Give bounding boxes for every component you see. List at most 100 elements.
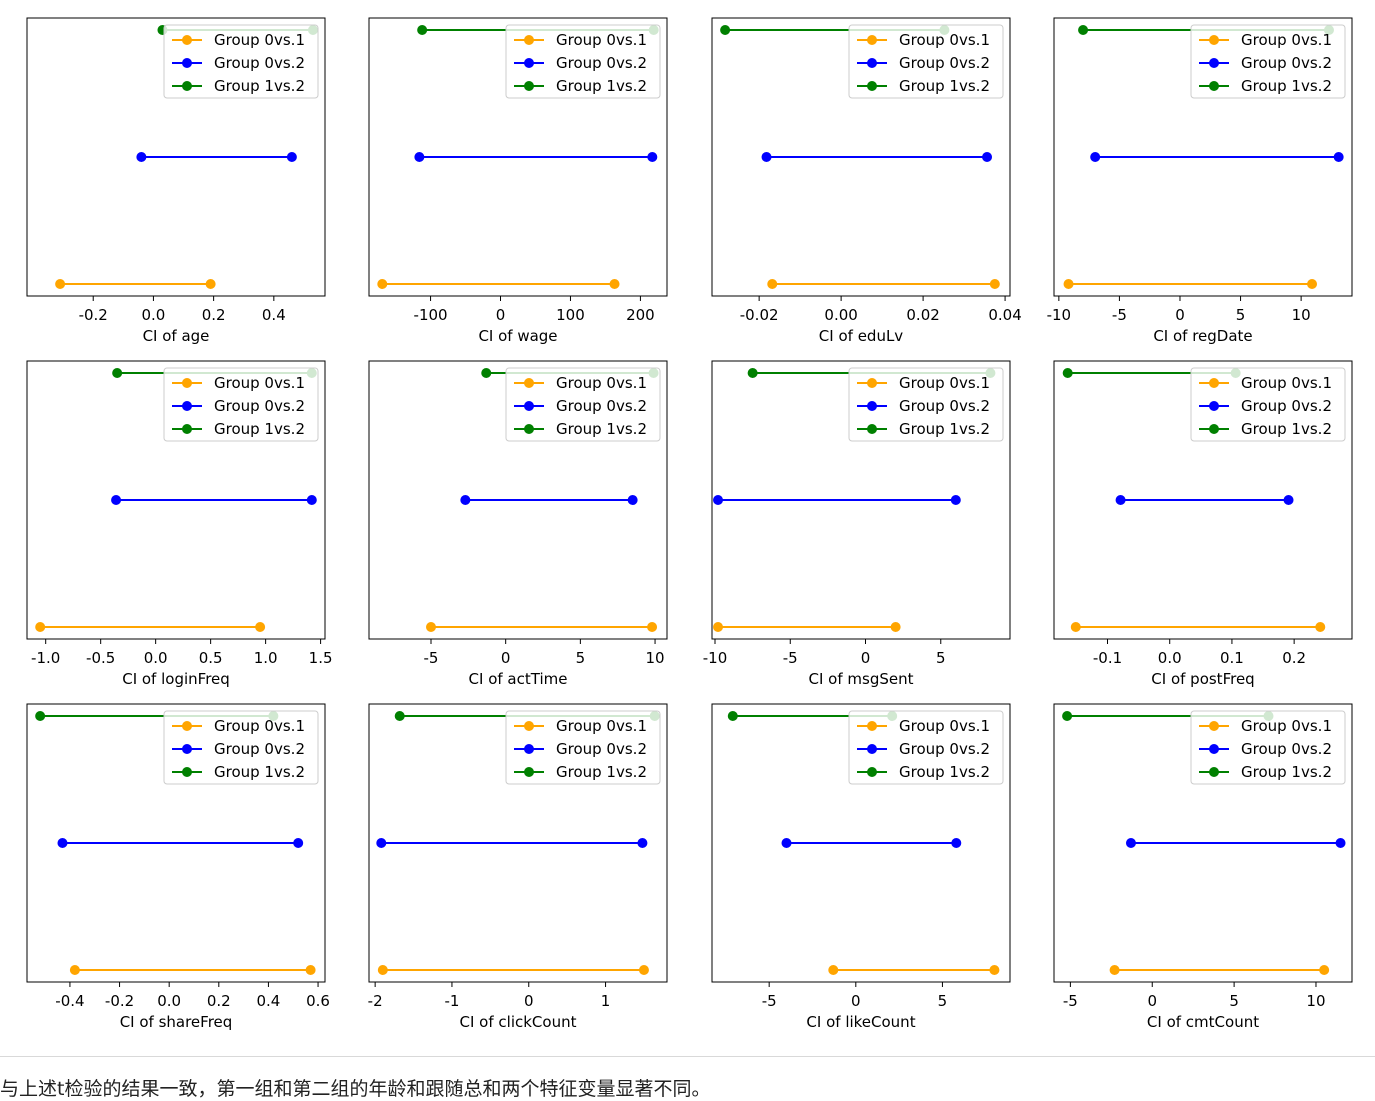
x-tick-label: -0.1	[1093, 649, 1122, 667]
x-tick-label: 10	[1306, 992, 1325, 1010]
legend-entry-group-0vs-1-marker	[524, 721, 534, 731]
x-axis-label: CI of loginFreq	[122, 670, 230, 688]
series-group-1vs-2-lower-point	[112, 368, 123, 378]
legend-box	[163, 24, 319, 99]
subplot-ci-of-loginfreq: -1.0 -0.5 0.0 0.5 1.0 1.5 CI of loginFreq Group…	[26, 360, 333, 688]
legend-entry-group-1vs-2-label: Group 1vs.2	[899, 763, 990, 781]
legend: Group 0vs.1 Group 0vs.2 Group 1vs.2	[1190, 24, 1346, 99]
legend-box	[848, 710, 1004, 785]
legend-entry-group-0vs-1-marker	[867, 378, 877, 388]
legend: Group 0vs.1 Group 0vs.2 Group 1vs.2	[848, 24, 1004, 99]
legend-entry-group-0vs-2-label: Group 0vs.2	[1241, 397, 1332, 415]
legend-box	[163, 367, 319, 442]
series-group-0vs-2-lower-point	[414, 152, 425, 162]
legend: Group 0vs.1 Group 0vs.2 Group 1vs.2	[848, 367, 1004, 442]
series-group-0vs-1-upper-point	[609, 279, 620, 289]
x-tick-label: 0.4	[256, 992, 280, 1010]
series-group-0vs-1-upper-point	[255, 622, 266, 632]
x-tick-label: 0.1	[1220, 649, 1244, 667]
series-group-1vs-2-lower-point	[481, 368, 492, 378]
legend-entry-group-0vs-2-label: Group 0vs.2	[556, 54, 647, 72]
x-tick-label: 0	[861, 649, 871, 667]
x-axis-label: CI of clickCount	[460, 1013, 577, 1031]
series-group-0vs-1-upper-point	[989, 279, 1000, 289]
legend-entry-group-0vs-1-label: Group 0vs.1	[214, 374, 305, 392]
x-axis-label: CI of postFreq	[1151, 670, 1254, 688]
subplot-ci-of-sharefreq: -0.4 -0.2 0.0 0.2 0.4 0.6 CI of shareFreq Group…	[26, 703, 330, 1031]
legend-entry-group-1vs-2-marker	[182, 767, 192, 777]
x-tick-label: -1.0	[31, 649, 60, 667]
legend-entry-group-1vs-2-marker	[1209, 424, 1219, 434]
x-tick-label: -10	[1047, 306, 1072, 324]
legend-entry-group-0vs-2-marker	[867, 744, 877, 754]
legend: Group 0vs.1 Group 0vs.2 Group 1vs.2	[505, 367, 661, 442]
legend-box	[505, 367, 661, 442]
legend-entry-group-1vs-2-label: Group 1vs.2	[899, 420, 990, 438]
legend-entry-group-0vs-1-marker	[524, 35, 534, 45]
legend-entry-group-0vs-1-label: Group 0vs.1	[556, 31, 647, 49]
legend-entry-group-1vs-2-marker	[524, 81, 534, 91]
x-tick-label: 0.00	[824, 306, 857, 324]
series-group-0vs-1-upper-point	[1319, 965, 1330, 975]
series-group-0vs-1-lower-point	[425, 622, 436, 632]
x-tick-label: 1.0	[254, 649, 278, 667]
caption-text: 与上述t检验的结果一致，第一组和第二组的年龄和跟随总和两个特征变量显著不同。	[0, 1078, 711, 1100]
x-tick-label: -0.2	[105, 992, 134, 1010]
divider	[0, 1056, 1375, 1057]
series-group-0vs-1-upper-point	[205, 279, 216, 289]
x-axis-label: CI of age	[143, 327, 210, 345]
x-tick-label: -2	[368, 992, 383, 1010]
legend-entry-group-0vs-2-marker	[867, 401, 877, 411]
x-tick-label: 0.2	[202, 306, 226, 324]
x-tick-label: 10	[646, 649, 665, 667]
x-tick-label: 0.2	[207, 992, 231, 1010]
series-group-0vs-1-lower-point	[377, 965, 388, 975]
legend-entry-group-1vs-2-marker	[867, 767, 877, 777]
legend-entry-group-1vs-2-marker	[867, 424, 877, 434]
legend-entry-group-1vs-2-label: Group 1vs.2	[1241, 420, 1332, 438]
x-tick-label: 5	[1236, 306, 1246, 324]
legend-entry-group-0vs-2-marker	[182, 58, 192, 68]
legend-box	[505, 710, 661, 785]
x-tick-label: 0	[1175, 306, 1185, 324]
legend-entry-group-0vs-1-label: Group 0vs.1	[214, 31, 305, 49]
series-group-0vs-2-upper-point	[306, 495, 317, 505]
series-group-0vs-2-lower-point	[1090, 152, 1101, 162]
series-group-0vs-1-lower-point	[69, 965, 80, 975]
series-group-0vs-2-lower-point	[781, 838, 792, 848]
legend-box	[848, 367, 1004, 442]
x-tick-label: -5	[424, 649, 439, 667]
legend-entry-group-0vs-2-marker	[524, 744, 534, 754]
x-tick-label: -1	[444, 992, 459, 1010]
x-tick-label: -5	[783, 649, 798, 667]
series-group-1vs-2-lower-point	[747, 368, 758, 378]
series-group-0vs-2-lower-point	[761, 152, 772, 162]
series-group-0vs-2-lower-point	[460, 495, 471, 505]
legend-entry-group-0vs-2-marker	[1209, 401, 1219, 411]
legend-box	[848, 24, 1004, 99]
legend-entry-group-0vs-2-label: Group 0vs.2	[214, 54, 305, 72]
legend-entry-group-1vs-2-label: Group 1vs.2	[556, 763, 647, 781]
legend-entry-group-0vs-2-label: Group 0vs.2	[556, 740, 647, 758]
x-tick-label: 5	[576, 649, 586, 667]
series-group-0vs-2-upper-point	[286, 152, 297, 162]
series-group-0vs-1-lower-point	[377, 279, 388, 289]
x-tick-label: 1	[601, 992, 611, 1010]
x-tick-label: 0.0	[157, 992, 181, 1010]
legend-entry-group-0vs-2-marker	[182, 744, 192, 754]
legend-entry-group-1vs-2-label: Group 1vs.2	[556, 420, 647, 438]
x-axis-label: CI of regDate	[1153, 327, 1252, 345]
legend-entry-group-0vs-2-label: Group 0vs.2	[214, 740, 305, 758]
x-axis-label: CI of eduLv	[819, 327, 904, 345]
legend: Group 0vs.1 Group 0vs.2 Group 1vs.2	[163, 24, 319, 99]
legend-entry-group-0vs-1-label: Group 0vs.1	[899, 717, 990, 735]
series-group-0vs-1-upper-point	[1307, 279, 1318, 289]
legend-entry-group-0vs-2-marker	[1209, 58, 1219, 68]
x-tick-label: 5	[936, 649, 946, 667]
series-group-0vs-2-upper-point	[1283, 495, 1294, 505]
